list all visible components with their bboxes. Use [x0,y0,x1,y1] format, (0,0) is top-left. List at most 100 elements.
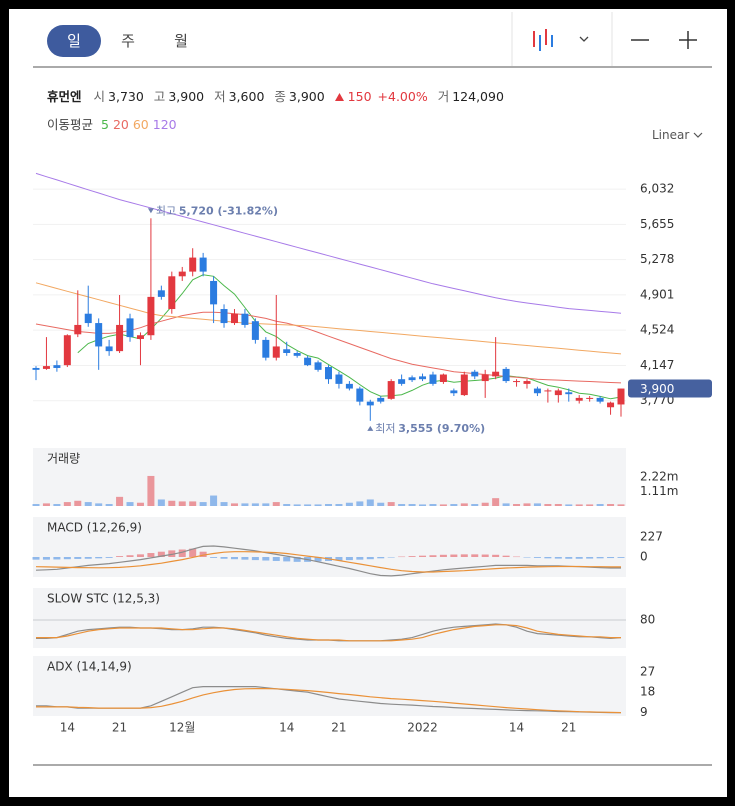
volume-bar [220,502,228,506]
quote-value: 3,900 [168,89,205,104]
candle-body [210,280,218,305]
histogram-bar [335,557,343,561]
volume-bar [116,496,124,506]
y-tick-label: 80 [640,613,655,627]
histogram-bar [387,557,395,558]
histogram-bar [460,554,468,557]
candle-body [481,374,489,382]
volume-bar [189,501,197,506]
stock-name: 휴먼엔 [47,89,82,104]
volume-bar [314,504,322,506]
volume-bar [408,504,416,506]
annotation-text: 5,720 (-31.82%) [179,204,278,217]
volume-bar [63,502,71,506]
volume-bar [95,503,103,506]
volume-bar [356,501,364,506]
chart-type-button[interactable] [533,29,589,51]
quote-label: 고 [153,89,166,104]
volume-bar [607,504,615,506]
volume-bar [157,499,165,506]
quote-value: 3,600 [228,89,265,104]
tab-week[interactable]: 주 [121,32,135,50]
volume-bar [460,503,468,506]
marker [367,425,374,431]
legend-item: 60 [132,117,149,132]
volume-bar [304,504,312,506]
histogram-bar [617,557,625,558]
legend-item: 120 [152,117,177,132]
histogram-bar [126,555,134,557]
histogram-bar [74,557,82,559]
volume-bar [74,500,82,506]
histogram-bar [523,557,531,558]
volume-bar [419,504,427,506]
volume-bar [575,504,583,506]
legend-title: 이동평균 [47,117,94,132]
candle-body [314,362,322,370]
candle-body [95,323,103,347]
histogram-bar [450,554,458,557]
candle-body [168,276,176,310]
histogram-bar [116,556,124,557]
tab-month[interactable]: 월 [174,32,188,50]
candle-body [356,388,364,402]
volume-bar [42,503,50,506]
y-tick-label: 18 [640,685,655,699]
histogram-bar [502,555,510,557]
x-tick-label: 12월 [169,721,195,735]
volume-bar [84,502,92,506]
histogram-bar [105,557,113,558]
volume-bar [586,504,594,506]
annotation-text: 3,555 (9.70%) [398,422,485,435]
volume-bar [617,504,625,506]
panel-background [33,588,626,648]
y-tick-label: 5,655 [640,217,674,231]
legend-item: 20 [112,117,129,132]
quote-label: 거 [437,89,450,104]
histogram-bar [95,557,103,559]
volume-bar [262,503,270,506]
x-tick-label: 14 [60,721,75,735]
candle-body [460,374,468,396]
volume-bar [471,504,479,506]
histogram-bar [419,555,427,557]
y-tick-label: 2.22m [640,470,678,484]
panel-background [33,656,626,716]
candle-body [471,371,479,377]
candle-body [439,374,447,382]
volume-bar [565,504,573,506]
tab-day[interactable]: 일 [47,25,101,57]
candle-body [53,365,61,368]
histogram-bar [366,557,374,560]
candle-body [63,335,71,366]
histogram-bar [586,557,594,559]
candle-body [419,376,427,380]
histogram-bar [429,555,437,557]
histogram-bar [471,554,479,557]
candle-body [377,397,385,402]
candle-body [554,390,562,396]
volume-bar [377,502,385,506]
histogram-bar [492,554,500,557]
chevron [579,36,589,42]
volume-bar [481,502,489,506]
volume-bar [199,502,207,506]
volume-bar [439,504,447,506]
histogram-bar [607,557,615,559]
volume-bar [429,504,437,506]
candle-body [596,397,604,402]
x-tick-label: 14 [279,721,294,735]
quote-value: 3,900 [288,89,325,104]
candle-body [126,318,134,338]
candle-body [387,381,395,399]
quote-label: 저 [214,89,226,104]
scale-selector[interactable]: Linear [652,128,703,142]
zoom-in[interactable] [679,31,697,49]
moving-average [35,172,622,314]
panel-background [33,448,626,506]
quote-line: 휴먼엔 시 3,730 고 3,900 저 3,600 종 3,900 150 +4.00… [47,86,510,105]
candle-body [272,346,280,358]
candle-body [32,367,40,370]
candle-body [178,271,186,277]
